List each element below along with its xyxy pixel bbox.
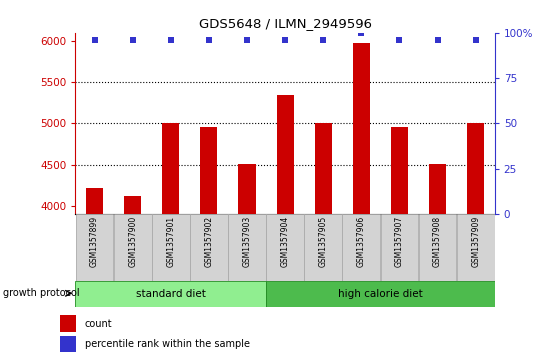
Bar bbox=[391, 127, 408, 214]
Text: GSM1357909: GSM1357909 bbox=[471, 216, 480, 268]
Bar bbox=[238, 164, 255, 214]
Point bbox=[128, 37, 137, 43]
FancyBboxPatch shape bbox=[304, 214, 342, 281]
Bar bbox=[86, 188, 103, 214]
Point bbox=[433, 37, 442, 43]
Text: GSM1357908: GSM1357908 bbox=[433, 216, 442, 267]
FancyBboxPatch shape bbox=[114, 214, 151, 281]
Text: GSM1357907: GSM1357907 bbox=[395, 216, 404, 268]
Bar bbox=[200, 127, 217, 214]
Point bbox=[243, 37, 252, 43]
Bar bbox=[353, 42, 370, 214]
FancyBboxPatch shape bbox=[381, 214, 418, 281]
Title: GDS5648 / ILMN_2949596: GDS5648 / ILMN_2949596 bbox=[198, 17, 372, 30]
Point bbox=[395, 37, 404, 43]
FancyBboxPatch shape bbox=[75, 214, 113, 281]
Bar bbox=[124, 196, 141, 214]
Text: high calorie diet: high calorie diet bbox=[338, 289, 423, 299]
Bar bbox=[266, 281, 495, 307]
Point bbox=[357, 30, 366, 36]
Point bbox=[90, 37, 99, 43]
Bar bbox=[60, 315, 76, 332]
Text: GSM1357905: GSM1357905 bbox=[319, 216, 328, 268]
Text: GSM1357901: GSM1357901 bbox=[166, 216, 176, 267]
Bar bbox=[315, 123, 332, 214]
Text: growth protocol: growth protocol bbox=[3, 288, 79, 298]
FancyBboxPatch shape bbox=[457, 214, 495, 281]
Bar bbox=[429, 164, 446, 214]
Bar bbox=[277, 95, 293, 214]
Text: GSM1357899: GSM1357899 bbox=[90, 216, 99, 267]
Point bbox=[166, 37, 175, 43]
Point bbox=[471, 37, 480, 43]
Point bbox=[319, 37, 328, 43]
FancyBboxPatch shape bbox=[190, 214, 228, 281]
Text: GSM1357903: GSM1357903 bbox=[243, 216, 252, 268]
Bar bbox=[162, 123, 179, 214]
Text: GSM1357902: GSM1357902 bbox=[205, 216, 214, 267]
FancyBboxPatch shape bbox=[343, 214, 380, 281]
FancyBboxPatch shape bbox=[228, 214, 266, 281]
Bar bbox=[60, 336, 76, 352]
Bar bbox=[467, 123, 484, 214]
Point bbox=[205, 37, 214, 43]
Text: GSM1357904: GSM1357904 bbox=[281, 216, 290, 268]
Text: percentile rank within the sample: percentile rank within the sample bbox=[85, 339, 250, 349]
Text: GSM1357900: GSM1357900 bbox=[128, 216, 137, 268]
Text: standard diet: standard diet bbox=[136, 289, 206, 299]
FancyBboxPatch shape bbox=[152, 214, 190, 281]
FancyBboxPatch shape bbox=[419, 214, 456, 281]
Bar bbox=[75, 281, 266, 307]
Text: count: count bbox=[85, 318, 112, 329]
Point bbox=[281, 37, 290, 43]
Text: GSM1357906: GSM1357906 bbox=[357, 216, 366, 268]
FancyBboxPatch shape bbox=[266, 214, 304, 281]
